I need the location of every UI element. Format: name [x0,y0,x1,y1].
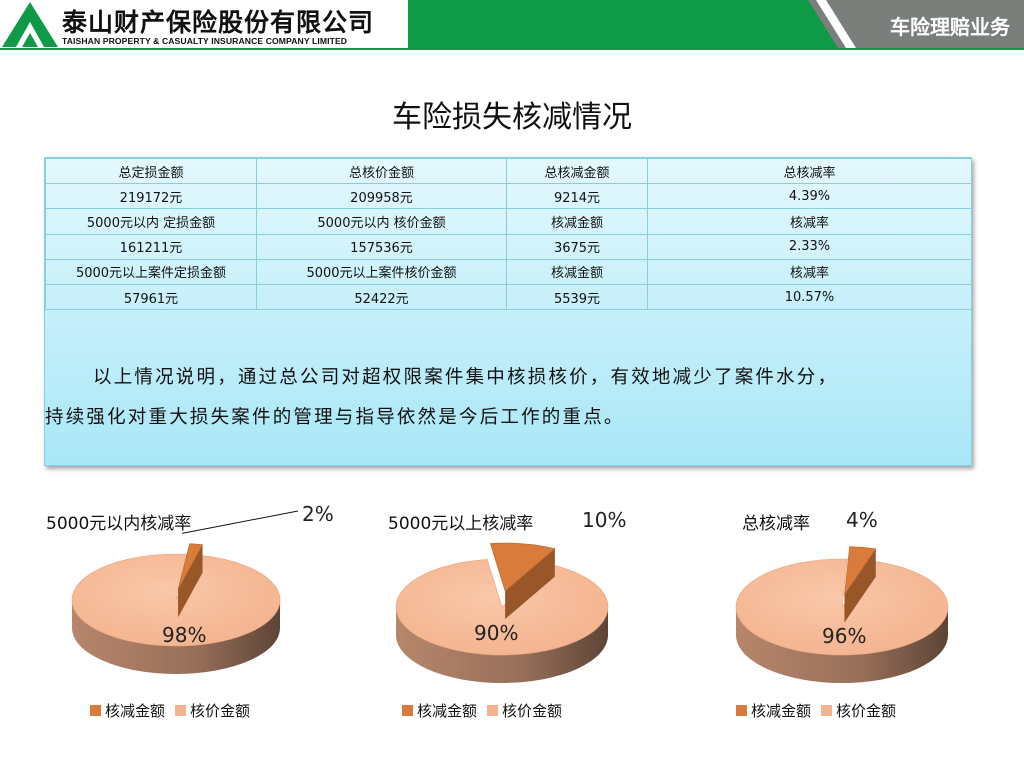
loss-reduction-table: 总定损金额 总核价金额 总核减金额 总核减率 219172元 209958元 9214元 4.… [45,157,972,311]
table-cell: 2.33% [647,233,972,260]
legend-swatch [487,705,499,716]
company-name-cn: 泰山财产保险股份有限公司 [62,8,375,37]
chart-legend: 核减金额 核价金额 [736,700,906,721]
header-chevron-decoration [808,0,1024,48]
summary-panel: 总定损金额 总核价金额 总核减金额 总核减率 219172元 209958元 9214元 4.… [44,157,972,466]
legend-label: 核减金额 [751,702,812,720]
legend-swatch [821,705,833,716]
summary-note-line-2: 持续强化对重大损失案件的管理与指导依然是今后工作的重点。 [45,407,625,428]
table-row: 161211元 157536元 3675元 2.33% [45,233,972,260]
pie-slice-reduction [177,543,204,590]
section-title: 车险理赔业务 [890,15,1010,39]
legend-item: 核价金额 [487,700,562,721]
pie-chart-under-5000: 2% 98% 5000元以内核减率 核减金额 核价金额 [40,495,370,730]
table-header-row: 5000元以内 定损金额 5000元以内 核价金额 核减金额 核减率 [45,208,972,235]
legend-label: 核减金额 [105,702,166,720]
legend-swatch [90,705,101,716]
table-header-cell: 5000元以上案件定损金额 [45,258,257,285]
legend-item: 核减金额 [90,700,165,721]
table-header-cell: 5000元以上案件核价金额 [256,258,507,285]
table-header-cell: 核减率 [647,208,972,235]
table-header-cell: 总定损金额 [45,157,257,185]
legend-swatch [402,705,413,716]
table-cell: 161211元 [45,233,257,260]
table-cell: 3675元 [506,233,648,260]
table-row: 57961元 52422元 5539元 10.57% [45,283,972,311]
data-label-approved: 90% [474,621,518,645]
table-cell: 5539元 [506,283,648,311]
table-header-cell: 总核减金额 [506,157,648,185]
pie-slice-side [505,548,555,620]
pie-slice-approved [395,559,609,656]
chart-legend: 核减金额 核价金额 [402,700,572,721]
legend-label: 核价金额 [190,702,251,720]
table-header-row: 总定损金额 总核价金额 总核减金额 总核减率 [45,157,972,185]
header-bar: 泰山财产保险股份有限公司 TAISHAN PROPERTY & CASUALTY… [0,0,1024,50]
pie-chart-canvas: 4% 96% [735,508,949,683]
data-label-reduction: 4% [846,508,878,532]
chart-title: 5000元以内核减率 [46,514,192,534]
legend-swatch [175,705,187,716]
table-cell: 219172元 [45,183,257,210]
pie-side-wall [396,607,608,683]
pie-slice-side [178,544,203,618]
table-row: 219172元 209958元 9214元 4.39% [45,183,972,210]
table-cell: 57961元 [45,283,257,311]
pie-slice-side [844,548,876,623]
data-label-approved: 96% [822,624,866,648]
summary-note-text-1: 以上情况说明，通过总公司对超权限案件集中核损核价，有效地减少了案件水分， [93,367,839,388]
table-cell: 157536元 [256,233,507,260]
summary-note-line-1: 以上情况说明，通过总公司对超权限案件集中核损核价，有效地减少了案件水分， [45,358,955,398]
table-header-cell: 核减金额 [506,258,648,285]
legend-label: 核价金额 [502,702,563,720]
table-header-cell: 5000元以内 定损金额 [45,208,257,235]
pie-chart-total: 4% 96% 总核减率 核减金额 核价金额 [712,495,1024,730]
leader-line [181,510,299,534]
pie-slice-reduction [489,542,556,592]
legend-swatch [736,705,747,716]
legend-label: 核减金额 [417,702,478,720]
table-header-row: 5000元以上案件定损金额 5000元以上案件核价金额 核减金额 核减率 [45,258,972,285]
table-header-cell: 核减率 [647,258,972,285]
legend-item: 核价金额 [175,700,250,721]
data-label-approved: 98% [162,623,206,647]
pie-chart-canvas: 2% 98% [71,502,334,674]
header-divider [0,48,1024,50]
chart-title: 总核减率 [742,514,810,534]
pie-side-wall [736,607,948,683]
pie-slice-approved [735,558,949,656]
legend-label: 核价金额 [836,702,897,720]
page-title: 车险损失核减情况 [392,100,632,135]
summary-note: 以上情况说明，通过总公司对超权限案件集中核损核价，有效地减少了案件水分， 持续强… [45,358,955,438]
legend-item: 核减金额 [736,700,811,721]
data-label-reduction: 10% [582,508,626,532]
legend-item: 核减金额 [402,700,477,721]
pie-slice-reduction [844,546,877,595]
chart-title: 5000元以上核减率 [388,514,534,534]
pie-chart-canvas: 10% 90% [395,508,626,683]
table-header-cell: 总核减率 [647,157,972,185]
table-header-cell: 核减金额 [506,208,648,235]
data-label-reduction: 2% [302,502,334,526]
table-cell: 209958元 [256,183,507,210]
company-logo-area: 泰山财产保险股份有限公司 TAISHAN PROPERTY & CASUALTY… [0,0,408,48]
table-cell: 9214元 [506,183,648,210]
table-cell: 10.57% [647,283,972,311]
chart-legend: 核减金额 核价金额 [90,700,260,721]
table-cell: 52422元 [256,283,507,311]
legend-item: 核价金额 [821,700,896,721]
company-name-en: TAISHAN PROPERTY & CASUALTY INSURANCE CO… [62,36,348,46]
table-header-cell: 总核价金额 [256,157,507,185]
pie-chart-over-5000: 10% 90% 5000元以上核减率 核减金额 核价金额 [382,495,712,730]
mountain-logo-icon [2,2,58,47]
pie-side-wall [72,600,280,674]
table-header-cell: 5000元以内 核价金额 [256,208,507,235]
table-cell: 4.39% [647,183,972,210]
pie-slice-approved [71,553,281,647]
